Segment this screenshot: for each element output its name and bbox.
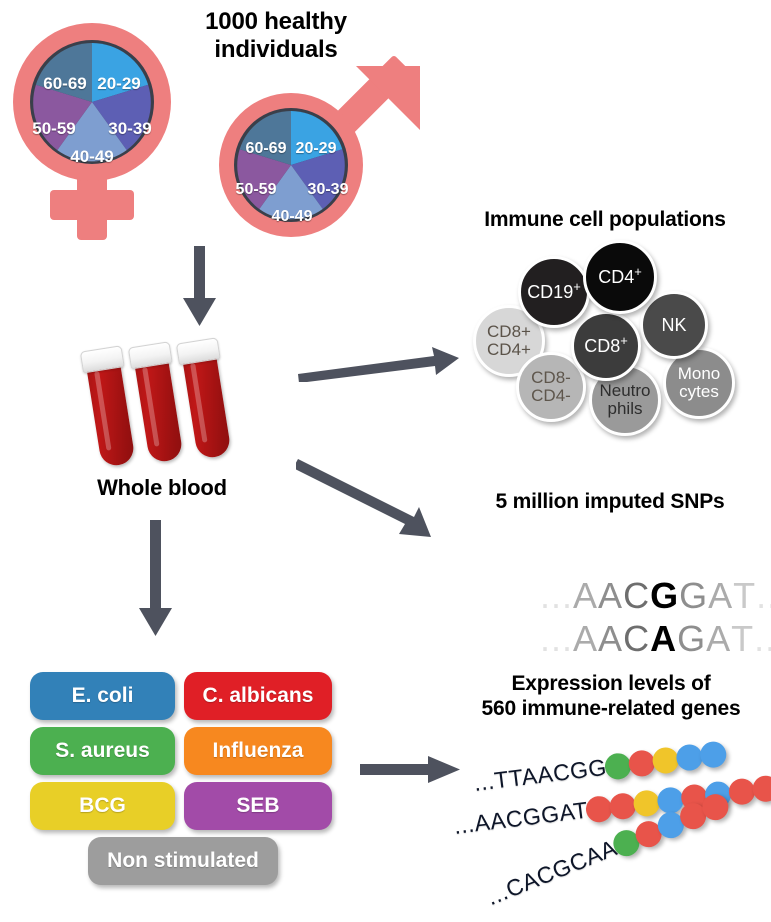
arrow-cohort-to-blood — [183, 246, 216, 326]
stimulus-label: S. aureus — [55, 739, 150, 762]
snp-ellipsis-right: ... — [756, 575, 771, 616]
stimulus-influenza[interactable]: Influenza — [184, 727, 332, 775]
cell-label-line2: CD4+ — [487, 340, 531, 359]
male-cohort-symbol: 20-29 30-39 40-49 50-59 60-69 — [206, 55, 436, 255]
female-symbol-icon — [13, 23, 171, 240]
immune-cell-cd8neg-cd4neg: CD8- CD4- — [516, 352, 586, 422]
cell-label: NK — [661, 314, 687, 335]
whole-blood-label: Whole blood — [97, 475, 227, 500]
snp-highlight-allele-2: A — [650, 618, 678, 659]
female-age-label-30-39: 30-39 — [108, 119, 152, 138]
arrow-stimuli-to-expression — [360, 756, 460, 783]
expression-heading: Expression levels of 560 immune-related … — [456, 672, 766, 722]
immune-cell-cd8pos: CD8+ — [571, 311, 641, 381]
immune-cell-cd19pos: CD19+ — [518, 256, 590, 328]
snp-sequence-row-2: ...AACAGAT... — [496, 576, 771, 702]
stimulus-non-stimulated[interactable]: Non stimulated — [88, 837, 278, 885]
stimulus-bcg[interactable]: BCG — [30, 782, 175, 830]
male-age-label-60-69: 60-69 — [245, 140, 287, 157]
stimulus-c-albicans[interactable]: C. albicans — [184, 672, 332, 720]
cell-label-line1: CD8+ — [487, 322, 531, 342]
expression-heading-line2: 560 immune-related genes — [481, 696, 741, 720]
expression-bead — [626, 748, 656, 778]
snp-ellipsis-left: ... — [540, 575, 574, 616]
male-age-label-50-59: 50-59 — [235, 181, 277, 198]
female-age-label-60-69: 60-69 — [43, 74, 87, 93]
expression-bead — [632, 788, 661, 818]
expression-strands: ...TTAACGG ...AACGGAT ...CACGCAA — [452, 720, 771, 920]
cell-label-sup: + — [620, 332, 628, 348]
arrow-blood-to-immune-cells — [298, 347, 459, 382]
cell-label-line1: Neutro — [599, 381, 651, 401]
stimulus-label: C. albicans — [202, 684, 314, 707]
stimulus-label: Influenza — [212, 739, 304, 762]
cell-label: CD8 — [584, 335, 621, 356]
arrow-blood-to-snps — [296, 459, 431, 537]
expression-bead — [727, 776, 757, 806]
snp-sequence-row-1: ...AACGGAT... — [496, 533, 771, 659]
stimulus-e-coli[interactable]: E. coli — [30, 672, 175, 720]
arrow-blood-to-stimuli — [139, 520, 172, 636]
cohort-heading-line2: individuals — [214, 36, 338, 64]
rna-sequence-2: ...AACGGAT — [452, 796, 590, 839]
cohort-heading: 1000 healthy individuals — [176, 8, 376, 65]
male-age-label-40-49: 40-49 — [271, 208, 313, 225]
female-age-label-50-59: 50-59 — [32, 119, 76, 138]
cell-label-line2: phils — [607, 399, 643, 418]
cell-label-line2: CD4- — [531, 386, 571, 405]
male-symbol-icon — [219, 55, 420, 237]
immune-cell-monocytes: Mono cytes — [663, 347, 735, 419]
expression-bead — [674, 742, 704, 772]
immune-cell-cluster: CD8+ CD4+ CD8- CD4- Neutro phils Mono cy… — [0, 0, 771, 440]
cell-label: CD4 — [598, 266, 635, 287]
snp-ellipsis-right: ... — [754, 618, 771, 659]
male-age-label-30-39: 30-39 — [307, 181, 349, 198]
immune-cell-heading: Immune cell populations — [484, 208, 726, 231]
stimuli-panel: E. coli C. albicans S. aureus Influenza … — [30, 672, 340, 892]
stimulus-label: E. coli — [71, 684, 134, 707]
cell-label-line1: Mono — [677, 364, 721, 384]
immune-cell-nk: NK — [640, 291, 708, 359]
immune-cell-cd4pos: CD4+ — [583, 240, 657, 314]
female-age-label-20-29: 20-29 — [97, 74, 141, 93]
expression-heading-line1: Expression levels of — [511, 672, 711, 695]
female-age-label-40-49: 40-49 — [70, 147, 114, 166]
stimulus-label: BCG — [79, 794, 126, 817]
cell-label: CD19 — [527, 281, 574, 302]
male-age-label-20-29: 20-29 — [295, 140, 337, 157]
cell-label-line2: cytes — [679, 382, 719, 401]
stimulus-seb[interactable]: SEB — [184, 782, 332, 830]
snp-ellipsis-left: ... — [540, 618, 574, 659]
cell-label-sup: + — [573, 278, 581, 294]
stimulus-label: Non stimulated — [107, 849, 259, 872]
snp-highlight-allele-1: G — [650, 575, 680, 616]
expression-bead — [608, 791, 638, 821]
rna-sequence-3: ...CACGCAA — [482, 834, 621, 911]
expression-bead — [650, 745, 680, 775]
stimulus-label: SEB — [236, 794, 280, 817]
female-cohort-symbol: 20-29 30-39 40-49 50-59 60-69 — [8, 12, 208, 247]
cell-label-line1: CD8- — [531, 368, 571, 388]
stimulus-s-aureus[interactable]: S. aureus — [30, 727, 175, 775]
expression-bead — [751, 773, 771, 803]
cohort-heading-line1: 1000 healthy — [205, 8, 347, 35]
snp-heading: 5 million imputed SNPs — [495, 490, 725, 513]
cell-label-sup: + — [634, 263, 642, 279]
expression-bead — [698, 739, 728, 769]
rna-sequence-1: ...TTAACGG — [472, 753, 609, 796]
